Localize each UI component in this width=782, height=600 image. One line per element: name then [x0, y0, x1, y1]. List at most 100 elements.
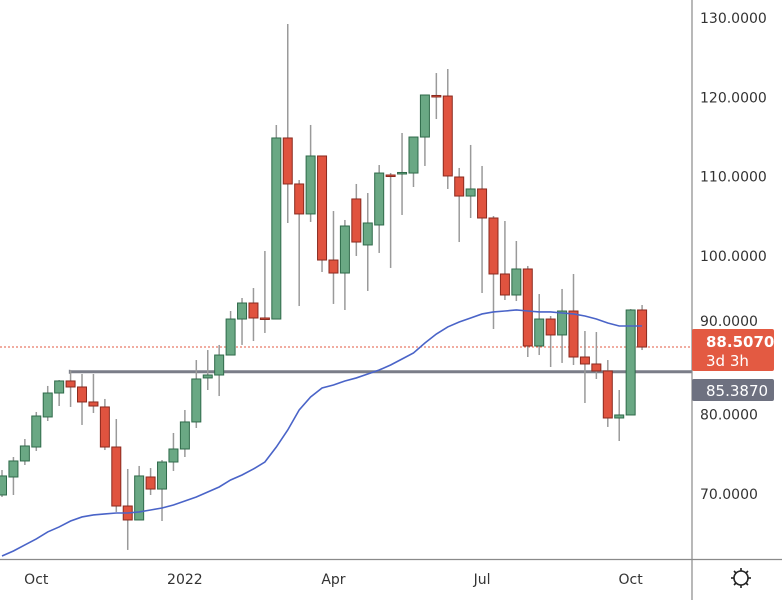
- candle: [465, 144, 476, 218]
- candle-body: [99, 406, 110, 448]
- candle-body: [522, 268, 533, 347]
- y-tick-label: 130.0000: [700, 11, 767, 27]
- candle: [99, 398, 110, 451]
- price-axis[interactable]: 70.0000 80.0000 90.0000 100.0000 110.0000 120…: [700, 11, 767, 503]
- candle: [488, 216, 499, 330]
- candle: [19, 439, 30, 466]
- candle: [271, 124, 282, 320]
- candle-body: [351, 198, 362, 243]
- last-price-tag: [692, 329, 774, 371]
- y-tick-label: 100.0000: [700, 249, 767, 265]
- candle-body: [237, 302, 248, 320]
- plot-area: [0, 24, 692, 557]
- candle-body: [488, 217, 499, 275]
- candle-body: [431, 94, 442, 98]
- y-tick-label: 110.0000: [700, 170, 767, 186]
- candle: [65, 370, 76, 407]
- x-tick-label: 2022: [167, 572, 203, 588]
- candle-body: [214, 354, 225, 376]
- y-tick-label: 70.0000: [700, 487, 758, 503]
- candle: [374, 165, 385, 253]
- candle-body: [328, 259, 339, 274]
- bar-countdown-label: 3d 3h: [706, 352, 749, 370]
- candle: [294, 180, 305, 307]
- candle-body: [54, 380, 65, 394]
- candle: [431, 73, 442, 120]
- candle-body: [259, 317, 270, 320]
- candle: [328, 211, 339, 304]
- candle: [191, 360, 202, 428]
- candle-body: [134, 475, 145, 521]
- candle: [168, 432, 179, 471]
- candle-body: [545, 318, 556, 336]
- x-tick-label: Jul: [473, 572, 491, 588]
- candle-body: [511, 268, 522, 296]
- candle: [145, 468, 156, 495]
- candle: [362, 193, 373, 291]
- candle: [454, 167, 465, 243]
- candle: [442, 68, 453, 189]
- candle: [42, 385, 53, 422]
- candle: [157, 460, 168, 521]
- candle-body: [477, 188, 488, 219]
- candle-body: [202, 374, 213, 379]
- candle-body: [168, 448, 179, 463]
- candle: [385, 173, 396, 268]
- x-tick-label: Apr: [321, 572, 345, 588]
- candle: [305, 124, 316, 222]
- candle-body: [225, 318, 236, 356]
- gear-icon[interactable]: [731, 568, 751, 588]
- candle: [54, 380, 65, 407]
- candle: [339, 219, 350, 310]
- candle-body: [191, 378, 202, 423]
- moving-average-line: [1, 309, 643, 557]
- candle: [259, 250, 270, 333]
- candle-body: [305, 155, 316, 215]
- y-tick-label: 120.0000: [700, 90, 767, 106]
- candle-body: [579, 356, 590, 365]
- candle-body: [42, 392, 53, 418]
- candle-body: [419, 94, 430, 138]
- candle: [625, 309, 636, 416]
- price-tags: 88.5070 3d 3h 85.3870: [692, 329, 774, 401]
- candle-body: [465, 188, 476, 197]
- candle: [202, 350, 213, 390]
- candle-body: [179, 421, 190, 450]
- candle: [351, 183, 362, 256]
- candle: [397, 132, 408, 215]
- candle-body: [271, 137, 282, 320]
- candle: [602, 360, 613, 427]
- candle: [248, 288, 259, 341]
- candle: [214, 344, 225, 397]
- hline-price-tag: [692, 379, 774, 401]
- candle-body: [88, 401, 99, 407]
- candle-body: [534, 318, 545, 347]
- candle-body: [339, 225, 350, 274]
- candle-body: [294, 183, 305, 215]
- candle: [225, 311, 236, 356]
- candle: [88, 373, 99, 413]
- candle: [237, 298, 248, 345]
- candle-body: [385, 174, 396, 178]
- candle: [557, 288, 568, 363]
- time-axis[interactable]: Oct 2022 Apr Jul Oct: [24, 572, 643, 588]
- candle: [111, 419, 122, 512]
- candle-body: [614, 414, 625, 419]
- candle-body: [408, 136, 419, 174]
- candle-body: [362, 222, 373, 246]
- candle: [579, 330, 590, 404]
- candle-body: [77, 386, 88, 403]
- y-tick-label: 80.0000: [700, 408, 758, 424]
- candle-body: [454, 176, 465, 197]
- candle-body: [317, 155, 328, 261]
- candle: [477, 165, 488, 294]
- candle-body: [591, 363, 602, 372]
- candle-body: [499, 273, 510, 296]
- candle: [408, 136, 419, 187]
- candle: [511, 240, 522, 302]
- candle-body: [602, 370, 613, 419]
- candle: [419, 94, 430, 166]
- candle: [282, 24, 293, 223]
- hline-price-label: 85.3870: [706, 382, 768, 400]
